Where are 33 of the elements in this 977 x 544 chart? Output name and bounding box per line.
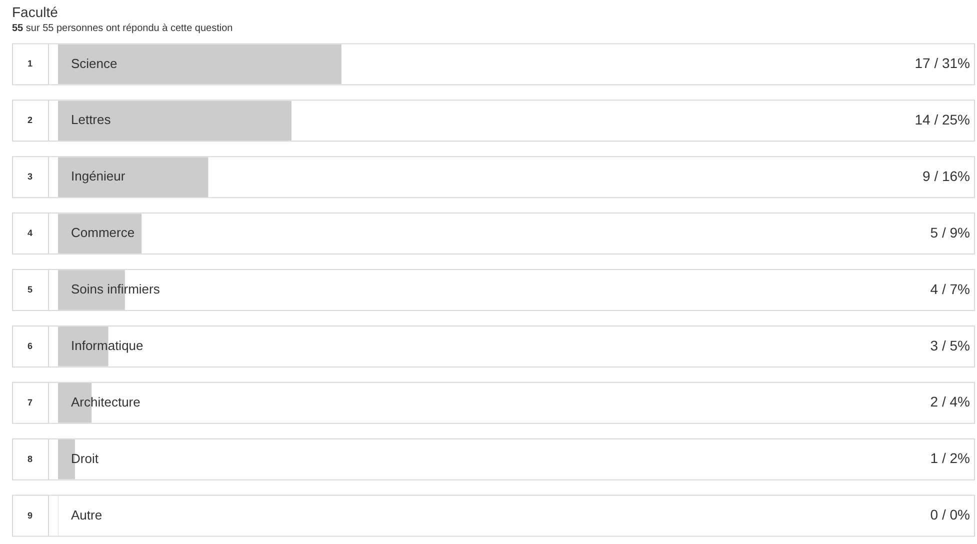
y-tick-label: Science (71, 56, 118, 71)
chart-subtitle: 55 sur 55 personnes ont répondu à cette question (12, 23, 233, 34)
data-label: 1 / 2% (930, 450, 970, 466)
bar (58, 44, 342, 84)
data-label: 9 / 16% (922, 168, 970, 184)
y-tick-label: Architecture (71, 394, 140, 410)
data-label: 2 / 4% (930, 394, 970, 410)
chart-title: Faculté (12, 4, 58, 20)
data-label: 5 / 9% (930, 224, 970, 240)
text: 7 (27, 397, 33, 408)
text: 2 (27, 115, 33, 126)
bar (58, 214, 142, 254)
bar (58, 157, 208, 197)
data-label: 17 / 31% (914, 55, 970, 72)
data-label: 4 / 7% (930, 280, 970, 297)
y-tick-label: Informatique (71, 338, 144, 354)
text: 6 (27, 340, 33, 351)
data-label: 14 / 25% (914, 112, 970, 128)
text: 4 (27, 228, 33, 238)
text: 5 (27, 284, 33, 294)
text: 8 (27, 454, 33, 464)
y-tick-label: Lettres (71, 112, 112, 128)
data-label: 3 / 5% (930, 337, 970, 354)
y-tick-label: Soins infirmiers (71, 282, 160, 297)
y-tick-label: Autre (71, 507, 102, 522)
y-tick-label: Ingénieur (71, 168, 126, 184)
data-label: 0 / 0% (930, 506, 970, 523)
text: 1 (27, 58, 33, 69)
y-tick-label: Commerce (71, 225, 135, 240)
text: 9 (27, 510, 33, 520)
y-tick-label: Droit (71, 450, 99, 466)
bar (58, 100, 292, 140)
text: 3 (27, 172, 33, 182)
